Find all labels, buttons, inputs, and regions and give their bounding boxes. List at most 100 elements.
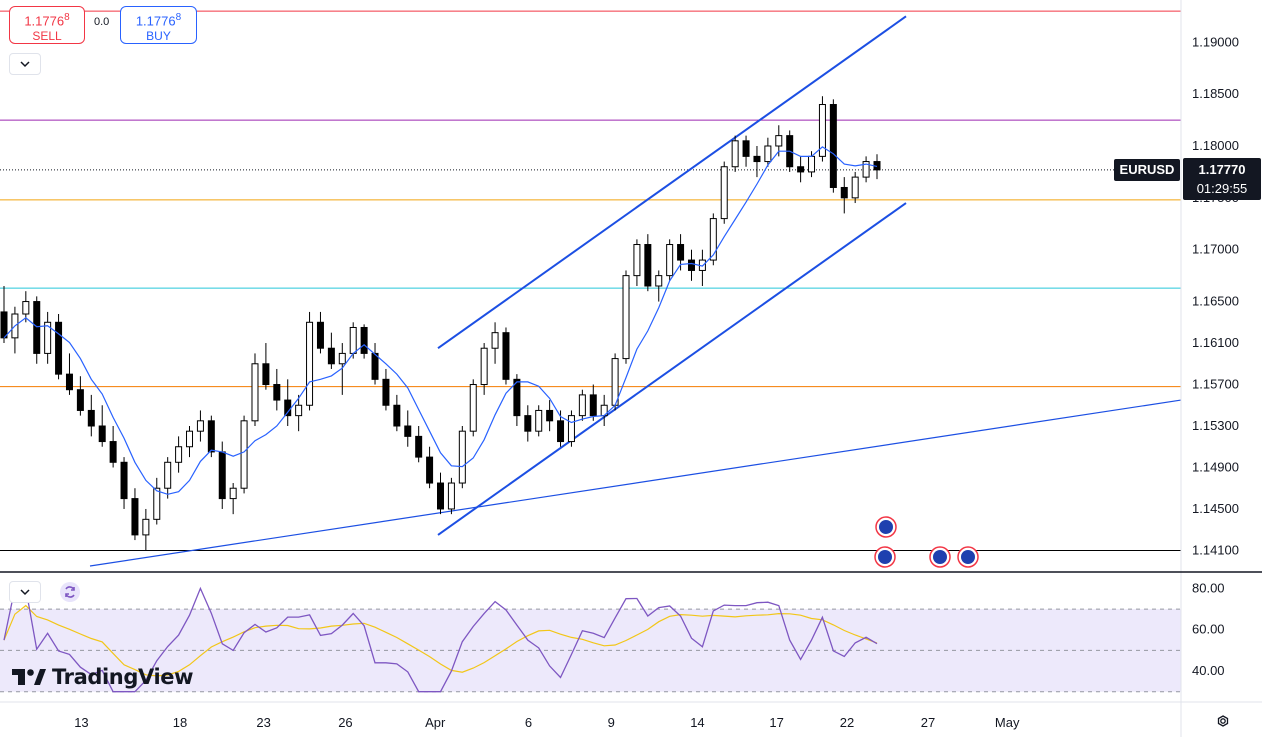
price-tick-label: 1.14100 — [1192, 542, 1239, 557]
price-tick-label: 1.16100 — [1192, 335, 1239, 350]
price-tick-label: 1.18500 — [1192, 86, 1239, 101]
trendline[interactable] — [437, 202, 907, 536]
candle-body — [818, 104, 826, 157]
candle-body — [22, 301, 30, 315]
candle-body — [218, 451, 226, 500]
rsi-tick-label: 80.00 — [1192, 580, 1225, 595]
time-tick-label: 6 — [525, 715, 532, 730]
candle-body — [709, 218, 717, 261]
candle-body — [153, 487, 161, 520]
event-flag-icon[interactable] — [878, 550, 892, 564]
candle-body — [87, 409, 95, 427]
candle-body — [371, 352, 379, 380]
candle-body — [622, 275, 630, 360]
candles — [0, 96, 881, 551]
sell-price: 1.1776 — [24, 13, 65, 29]
tradingview-logo-icon — [12, 669, 46, 685]
candle-body — [393, 404, 401, 427]
time-tick-label: 23 — [256, 715, 270, 730]
moving-average — [3, 146, 878, 495]
event-flag-icon[interactable] — [933, 550, 947, 564]
candle-body — [829, 104, 837, 188]
collapse-main-button[interactable] — [9, 53, 41, 75]
time-tick-label: 17 — [769, 715, 783, 730]
candle-body — [251, 363, 259, 422]
candle-body — [797, 166, 805, 173]
candle-body — [589, 394, 597, 417]
candle-body — [666, 244, 674, 277]
candle-body — [644, 244, 652, 287]
candle-body — [567, 415, 575, 443]
symbol-label: EURUSD — [1114, 159, 1180, 181]
candle-body — [327, 347, 335, 365]
candle-body — [720, 166, 728, 220]
horizontal-levels — [0, 10, 1181, 551]
event-flag-icon[interactable] — [879, 520, 893, 534]
event-flag-icon[interactable] — [961, 550, 975, 564]
price-tick-label: 1.16500 — [1192, 294, 1239, 309]
candle-body — [338, 352, 346, 365]
rsi-ma-line — [3, 604, 878, 677]
last-price: 1.17770 — [1198, 162, 1246, 177]
candle-body — [426, 456, 434, 484]
price-tick-label: 1.14500 — [1192, 501, 1239, 516]
candle-body — [808, 155, 816, 173]
candle-body — [840, 186, 848, 199]
candle-body — [469, 384, 477, 432]
chevron-down-icon — [20, 589, 30, 596]
last-price-tag: 1.17770 01:29:55 — [1183, 158, 1261, 200]
candle-body — [491, 332, 499, 349]
candle-body — [535, 409, 543, 432]
candle-body — [109, 441, 117, 463]
candle-body — [360, 326, 368, 354]
candle-body — [415, 435, 423, 458]
candle-body — [753, 155, 761, 163]
logo-text: TradingView — [52, 665, 194, 689]
trendline[interactable] — [89, 399, 1182, 567]
collapse-rsi-button[interactable] — [9, 581, 41, 603]
refresh-indicator-button[interactable] — [60, 582, 80, 602]
candle-body — [731, 140, 739, 168]
price-tick-label: 1.19000 — [1192, 34, 1239, 49]
candle-body — [0, 311, 8, 339]
buy-price: 1.1776 — [135, 13, 176, 29]
time-tick-label: 27 — [921, 715, 935, 730]
candle-body — [131, 498, 139, 536]
time-tick-label: 14 — [690, 715, 704, 730]
candle-body — [196, 420, 204, 432]
buy-button[interactable]: 1.17768 BUY — [120, 6, 197, 44]
gear-icon — [1217, 715, 1229, 727]
candle-body — [578, 394, 586, 417]
sell-button[interactable]: 1.17768 SELL — [9, 6, 85, 44]
candle-body — [284, 399, 292, 417]
rsi-tick-label: 60.00 — [1192, 622, 1225, 637]
rsi-line — [3, 586, 878, 693]
spread-value: 0.0 — [94, 16, 110, 28]
candle-body — [404, 425, 412, 437]
moving-average-line — [3, 146, 878, 495]
trendlines[interactable] — [89, 15, 1182, 567]
tradingview-logo[interactable]: TradingView — [12, 665, 193, 689]
price-tick-label: 1.14900 — [1192, 459, 1239, 474]
price-tick-label: 1.17000 — [1192, 242, 1239, 257]
trendline[interactable] — [437, 15, 907, 350]
candle-body — [687, 259, 695, 271]
chart-settings-button[interactable] — [1213, 711, 1233, 731]
price-tick-label: 1.15700 — [1192, 377, 1239, 392]
candle-body — [382, 378, 390, 406]
buy-label: BUY — [146, 29, 171, 44]
candle-body — [98, 425, 106, 443]
rsi-tick-label: 40.00 — [1192, 663, 1225, 678]
candle-body — [524, 415, 532, 432]
candle-body — [546, 409, 554, 422]
candle-body — [229, 487, 237, 500]
time-tick-label: Apr — [425, 715, 446, 730]
candle-body — [65, 373, 73, 391]
price-tick-label: 1.18000 — [1192, 138, 1239, 153]
economic-events[interactable] — [874, 516, 979, 568]
candle-body — [262, 363, 270, 386]
time-tick-label: 18 — [173, 715, 187, 730]
time-tick-label: 22 — [840, 715, 854, 730]
candle-body — [513, 378, 521, 417]
